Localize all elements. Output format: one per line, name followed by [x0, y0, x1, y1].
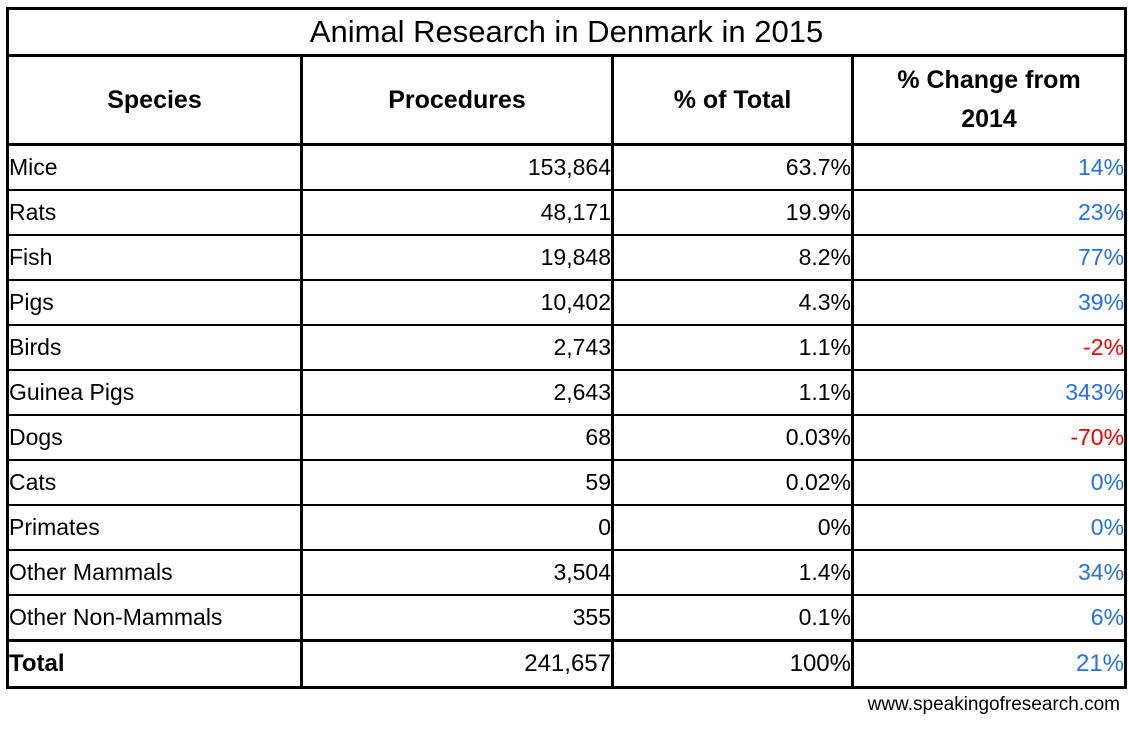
table-body: Mice 153,864 63.7% 14% Rats 48,171 19.9%… [6, 143, 1128, 642]
table-row: Rats 48,171 19.9% 23% [6, 189, 1128, 236]
species-cell: Fish [6, 234, 303, 281]
page-title: Animal Research in Denmark in 2015 [5, 7, 1128, 57]
pct-total-cell: 8.2% [611, 234, 854, 281]
table-row: Birds 2,743 1.1% -2% [6, 324, 1128, 371]
total-pct-total-value: 100% [611, 639, 854, 689]
table-row: Mice 153,864 63.7% 14% [6, 143, 1128, 191]
species-cell: Pigs [6, 279, 303, 326]
column-header-species: Species [6, 54, 303, 146]
table-row: Cats 59 0.02% 0% [6, 459, 1128, 506]
animal-research-table: Animal Research in Denmark in 2015 Speci… [5, 7, 1128, 689]
pct-total-cell: 0.02% [611, 459, 854, 506]
procedures-cell: 2,743 [300, 324, 614, 371]
pct-total-cell: 4.3% [611, 279, 854, 326]
pct-change-cell: 14% [850, 143, 1128, 191]
procedures-cell: 2,643 [300, 369, 614, 416]
species-cell: Mice [6, 143, 303, 191]
pct-change-cell: 34% [850, 549, 1128, 596]
footer-url: www.speakingofresearch.com [867, 694, 1120, 715]
procedures-cell: 10,402 [300, 279, 614, 326]
pct-total-cell: 0.1% [611, 594, 854, 642]
pct-change-cell: 39% [850, 279, 1128, 326]
table-row: Pigs 10,402 4.3% 39% [6, 279, 1128, 326]
species-cell: Guinea Pigs [6, 369, 303, 416]
pct-change-cell: -70% [850, 414, 1128, 461]
column-header-procedures: Procedures [300, 54, 614, 146]
species-cell: Primates [6, 504, 303, 551]
table-row: Guinea Pigs 2,643 1.1% 343% [6, 369, 1128, 416]
pct-change-cell: 0% [850, 459, 1128, 506]
procedures-cell: 68 [300, 414, 614, 461]
pct-change-cell: 0% [850, 504, 1128, 551]
table-row: Primates 0 0% 0% [6, 504, 1128, 551]
procedures-cell: 48,171 [300, 189, 614, 236]
table-row: Other Non-Mammals 355 0.1% 6% [6, 594, 1128, 642]
pct-total-cell: 63.7% [611, 143, 854, 191]
column-header-pct-total: % of Total [611, 54, 854, 146]
total-label: Total [6, 639, 303, 689]
column-header-pct-change: % Change from 2014 [850, 54, 1128, 146]
procedures-cell: 0 [300, 504, 614, 551]
species-cell: Rats [6, 189, 303, 236]
procedures-cell: 59 [300, 459, 614, 506]
species-cell: Birds [6, 324, 303, 371]
total-pct-change-value: 21% [850, 639, 1128, 689]
pct-change-cell: 343% [850, 369, 1128, 416]
pct-total-cell: 0.03% [611, 414, 854, 461]
table-row: Fish 19,848 8.2% 77% [6, 234, 1128, 281]
pct-total-cell: 1.4% [611, 549, 854, 596]
pct-change-cell: 77% [850, 234, 1128, 281]
table-row: Other Mammals 3,504 1.4% 34% [6, 549, 1128, 596]
species-cell: Other Non-Mammals [6, 594, 303, 642]
pct-change-cell: 23% [850, 189, 1128, 236]
total-row: Total 241,657 100% 21% [6, 639, 1128, 689]
table-header-row: Species Procedures % of Total % Change f… [6, 54, 1128, 146]
table-row: Dogs 68 0.03% -70% [6, 414, 1128, 461]
species-cell: Cats [6, 459, 303, 506]
procedures-cell: 3,504 [300, 549, 614, 596]
pct-total-cell: 0% [611, 504, 854, 551]
pct-total-cell: 1.1% [611, 369, 854, 416]
procedures-cell: 355 [300, 594, 614, 642]
pct-change-cell: -2% [850, 324, 1128, 371]
pct-total-cell: 19.9% [611, 189, 854, 236]
pct-total-cell: 1.1% [611, 324, 854, 371]
table-title-row: Animal Research in Denmark in 2015 [5, 7, 1128, 57]
procedures-cell: 153,864 [300, 143, 614, 191]
species-cell: Other Mammals [6, 549, 303, 596]
pct-change-cell: 6% [850, 594, 1128, 642]
total-procedures-value: 241,657 [300, 639, 614, 689]
species-cell: Dogs [6, 414, 303, 461]
procedures-cell: 19,848 [300, 234, 614, 281]
